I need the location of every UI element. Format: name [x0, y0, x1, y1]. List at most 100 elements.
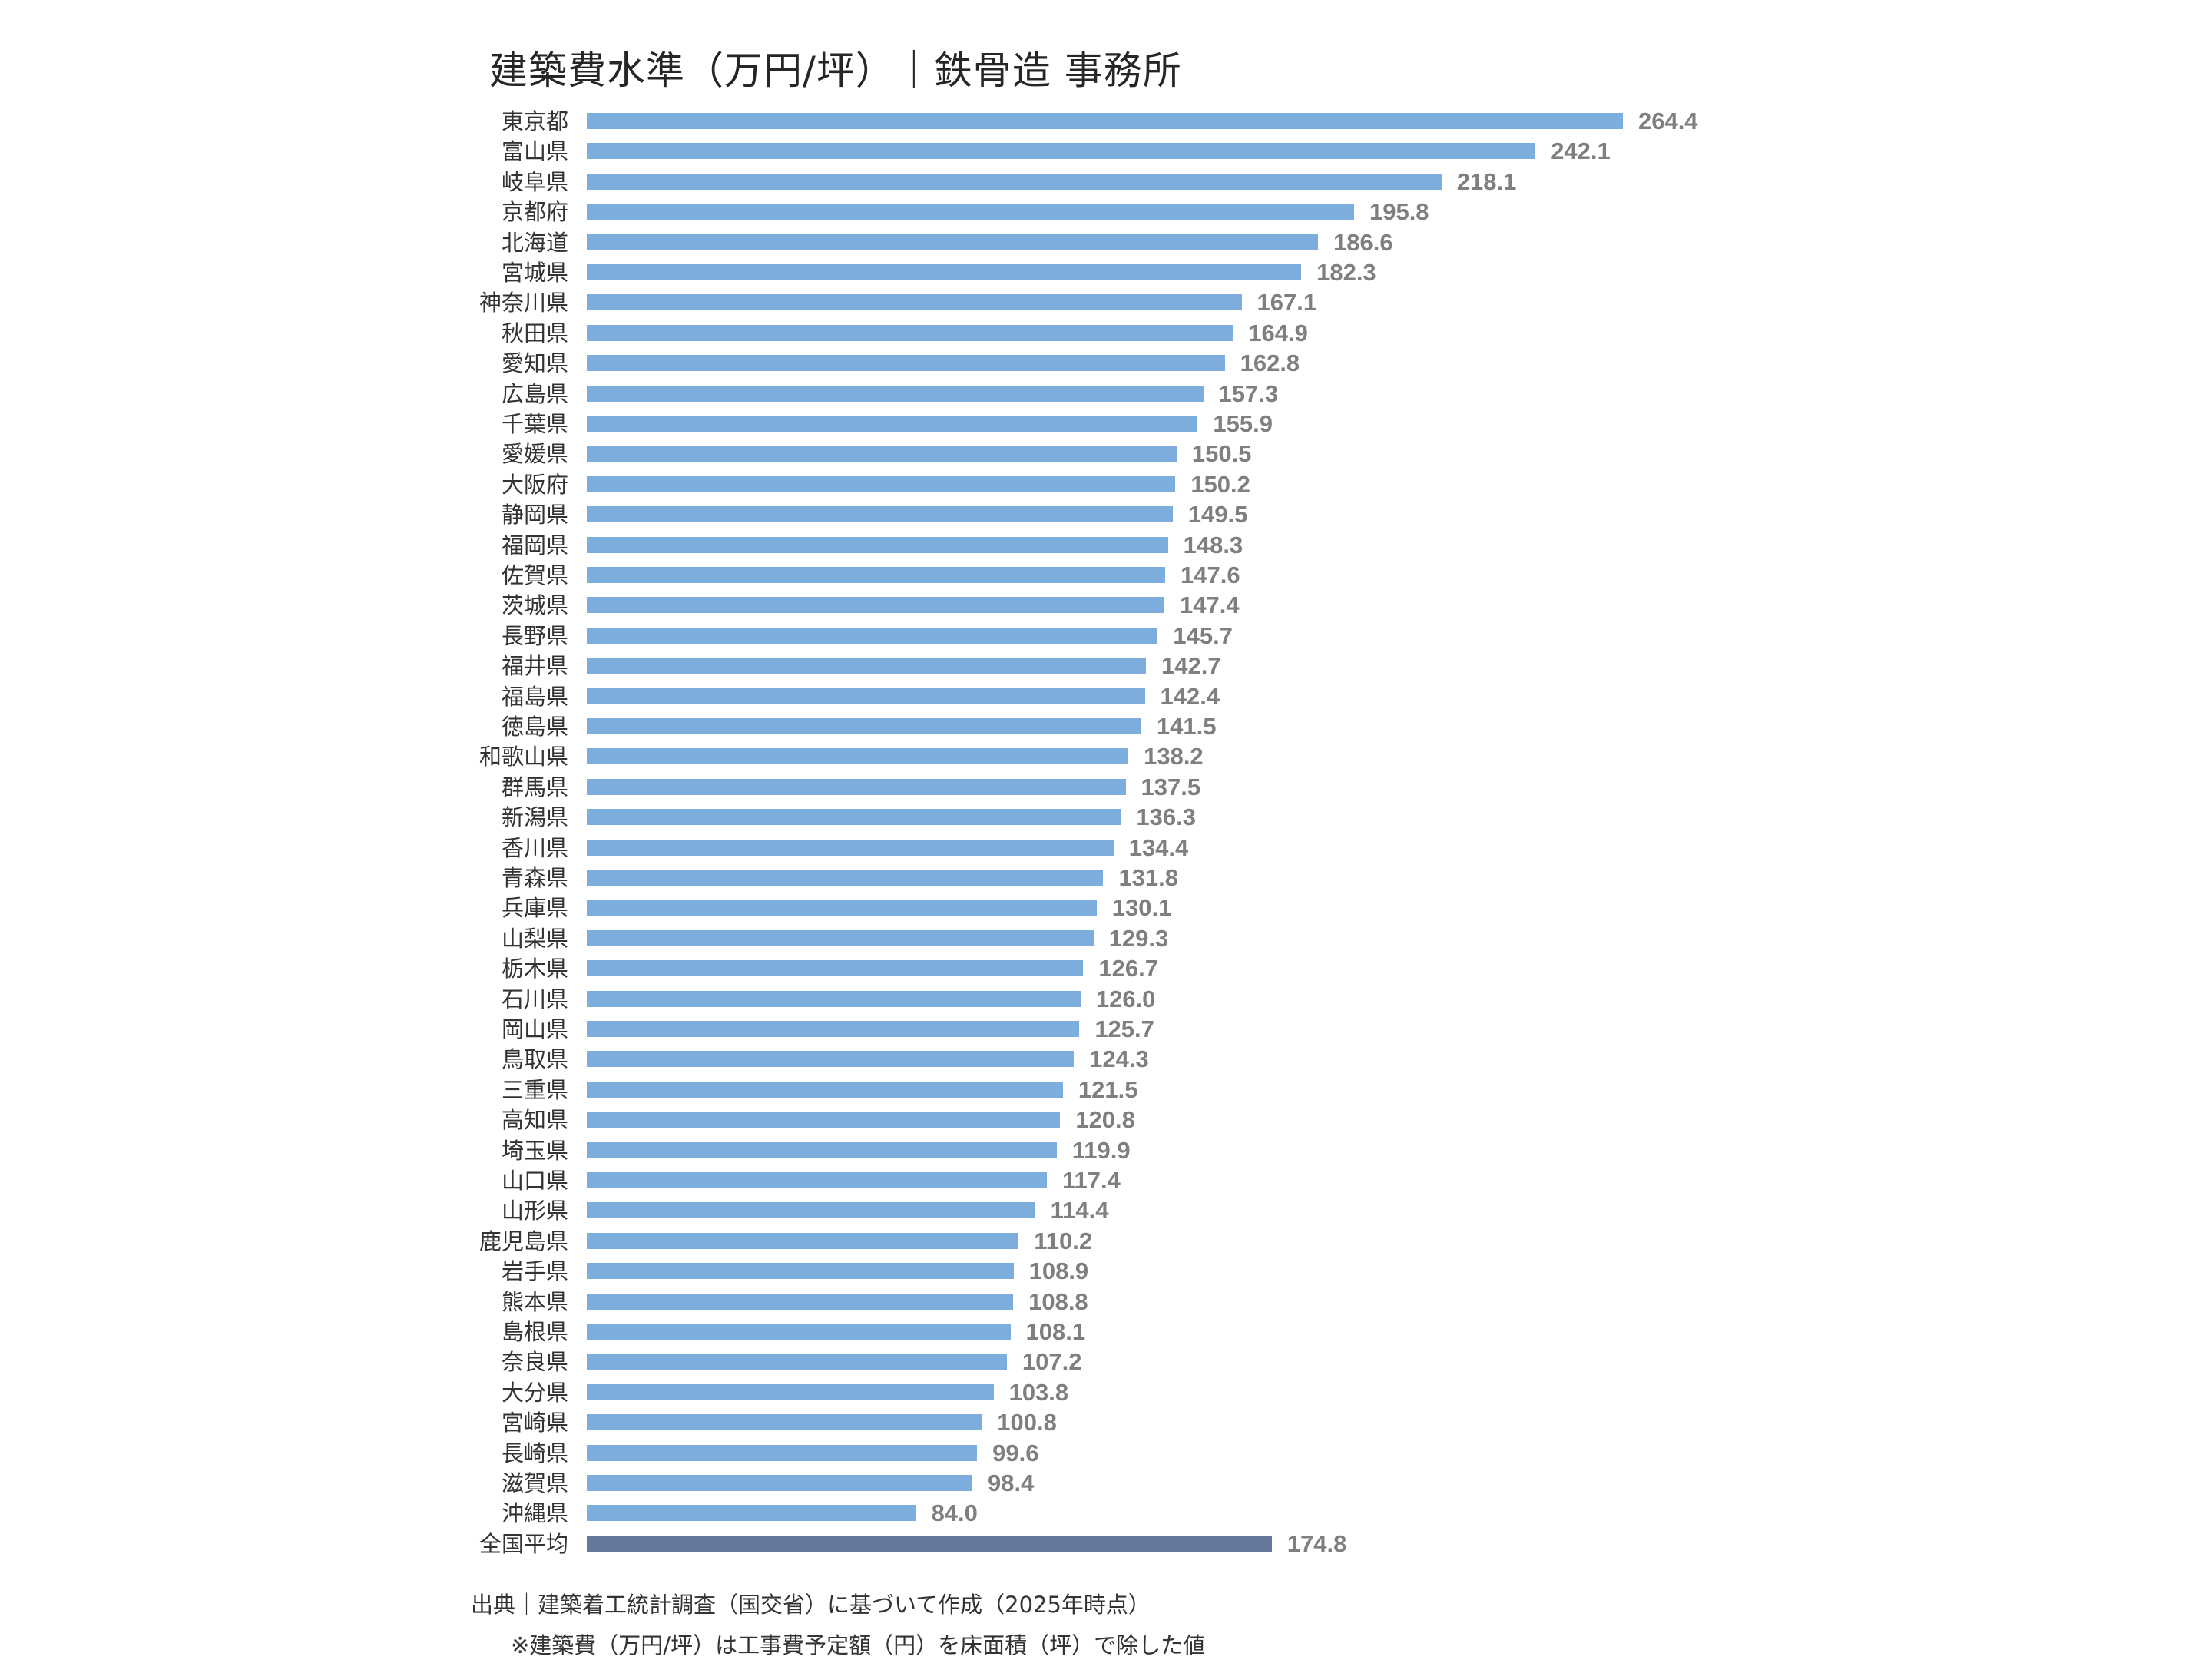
bar	[587, 1324, 1011, 1340]
category-label: 徳島県	[501, 714, 568, 740]
category-label: 大阪府	[501, 471, 568, 498]
bar-row: 京都府 195.8	[0, 197, 2212, 227]
category-label: 福島県	[501, 683, 568, 710]
value-label: 162.8	[1240, 350, 1300, 377]
value-label: 195.8	[1369, 198, 1429, 226]
value-label: 167.1	[1257, 289, 1317, 316]
category-label: 福井県	[501, 653, 568, 680]
value-label: 114.4	[1050, 1197, 1109, 1224]
value-label: 150.2	[1190, 470, 1250, 498]
value-label: 110.2	[1034, 1227, 1093, 1254]
bar	[587, 446, 1177, 462]
bar-row: 長崎県 99.6	[0, 1438, 2212, 1469]
bar-row: 秋田県 164.9	[0, 318, 2212, 349]
category-label: 岩手県	[501, 1258, 568, 1285]
source-note: 出典｜建築着工統計調査（国交省）に基づいて作成（2025年時点）	[471, 1592, 1151, 1618]
value-label: 130.1	[1111, 894, 1172, 922]
bar-row: 山形県 114.4	[0, 1195, 2212, 1226]
bar	[587, 809, 1121, 826]
value-label: 157.3	[1218, 379, 1279, 407]
bar	[587, 1293, 1014, 1310]
bar-row: 佐賀県 147.6	[0, 560, 2212, 591]
category-label: 埼玉県	[501, 1137, 568, 1164]
bar-row: 兵庫県 130.1	[0, 893, 2212, 923]
bar-row: 山口県 117.4	[0, 1165, 2212, 1196]
bar	[587, 929, 1094, 946]
category-label: 鳥取県	[501, 1046, 568, 1073]
bar	[587, 718, 1141, 734]
value-label: 124.3	[1089, 1045, 1149, 1073]
value-label: 134.4	[1128, 833, 1189, 861]
category-label: 佐賀県	[501, 562, 568, 588]
bar	[587, 688, 1145, 704]
bar-row: 宮崎県 100.8	[0, 1407, 2212, 1438]
bar-row: 岡山県 125.7	[0, 1014, 2212, 1045]
bar-row: 三重県 121.5	[0, 1075, 2212, 1105]
category-label: 静岡県	[501, 502, 568, 528]
bar	[587, 597, 1165, 614]
category-label: 愛知県	[501, 350, 568, 377]
category-label: 三重県	[501, 1076, 568, 1103]
category-label: 群馬県	[501, 774, 568, 800]
value-label: 264.4	[1637, 108, 1698, 134]
value-label: 120.8	[1075, 1106, 1135, 1134]
bar-row: 北海道 186.6	[0, 227, 2212, 258]
bar	[587, 1475, 973, 1491]
value-label: 242.1	[1551, 138, 1611, 165]
value-label: 108.1	[1025, 1318, 1086, 1345]
category-label: 大分県	[501, 1379, 568, 1406]
category-label: 東京都	[501, 108, 568, 134]
bar	[587, 416, 1198, 432]
bar	[587, 324, 1233, 341]
bar-row: 全国平均 174.8	[0, 1529, 2212, 1559]
bar-row: 福井県 142.7	[0, 651, 2212, 681]
category-label: 山梨県	[501, 925, 568, 952]
bar	[587, 1021, 1080, 1037]
bar-row: 宮城県 182.3	[0, 257, 2212, 288]
category-label: 高知県	[501, 1107, 568, 1134]
footnote: ※建築費（万円/坪）は工事費予定額（円）を床面積（坪）で除した値	[511, 1632, 1206, 1658]
bar	[587, 1263, 1014, 1280]
bar-row: 福島県 142.4	[0, 681, 2212, 712]
value-label: 99.6	[992, 1439, 1039, 1466]
value-label: 137.5	[1141, 773, 1201, 800]
bar-row: 香川県 134.4	[0, 833, 2212, 863]
bar-row: 岐阜県 218.1	[0, 167, 2212, 197]
bar	[587, 355, 1225, 372]
bar	[587, 113, 1623, 129]
bar	[587, 1505, 916, 1522]
category-label: 千葉県	[501, 411, 568, 437]
category-label: 全国平均	[478, 1530, 568, 1557]
value-label: 218.1	[1456, 167, 1517, 195]
bar-row: 千葉県 155.9	[0, 409, 2212, 439]
bar	[587, 1414, 982, 1431]
bar-row: 群馬県 137.5	[0, 772, 2212, 803]
bar-row: 高知県 120.8	[0, 1105, 2212, 1135]
bar-row: 鹿児島県 110.2	[0, 1226, 2212, 1257]
bar	[587, 658, 1147, 674]
category-label: 宮城県	[501, 260, 568, 286]
bar	[587, 960, 1084, 977]
category-label: 熊本県	[501, 1288, 568, 1315]
bar-row: 青森県 131.8	[0, 863, 2212, 893]
category-label: 奈良県	[501, 1349, 568, 1376]
bar-row: 石川県 126.0	[0, 984, 2212, 1015]
bar	[587, 475, 1176, 492]
value-label: 119.9	[1071, 1136, 1131, 1164]
bar	[587, 990, 1081, 1007]
bar	[587, 1051, 1075, 1068]
category-label: 長野県	[501, 622, 568, 649]
bar-row: 鳥取県 124.3	[0, 1044, 2212, 1075]
value-label: 126.7	[1098, 955, 1158, 982]
category-label: 愛媛県	[501, 441, 568, 468]
bar	[587, 748, 1129, 765]
value-label: 145.7	[1173, 621, 1233, 649]
category-label: 広島県	[501, 380, 568, 407]
bar	[587, 264, 1302, 280]
category-label: 秋田県	[501, 320, 568, 346]
value-label: 129.3	[1108, 924, 1169, 952]
value-label: 148.3	[1183, 531, 1243, 558]
category-label: 茨城県	[501, 592, 568, 619]
bar	[587, 234, 1319, 250]
